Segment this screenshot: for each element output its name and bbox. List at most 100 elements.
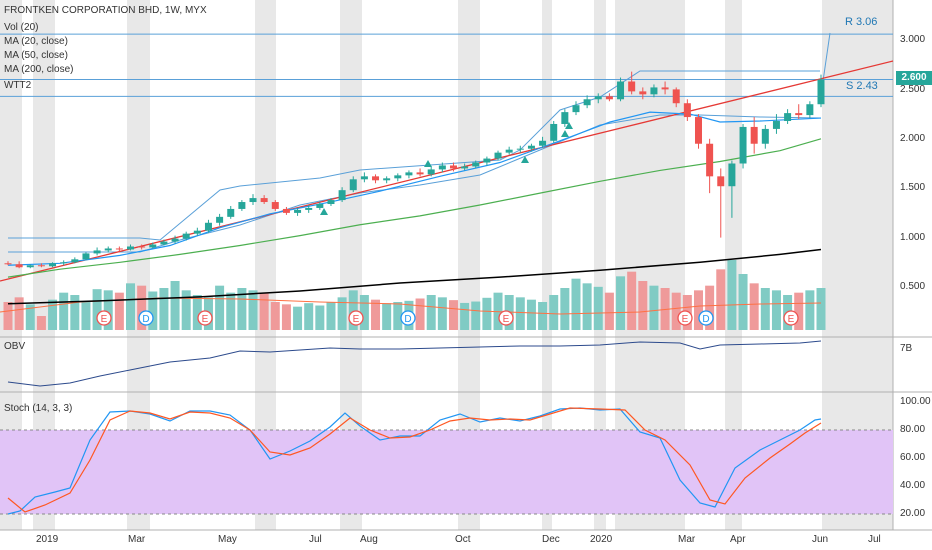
x-tick: Oct (455, 534, 471, 545)
candle-body (784, 113, 792, 122)
candle-body (49, 263, 57, 267)
event-marker-letter: E (788, 314, 795, 325)
candle-body (494, 152, 502, 159)
x-tick: Apr (730, 534, 746, 545)
candle-body (271, 202, 279, 209)
shade-band (255, 0, 276, 530)
event-marker-letter: D (404, 314, 411, 325)
candle-body (438, 165, 446, 170)
buy-signal-marker (320, 208, 328, 215)
volume-bar (293, 306, 303, 330)
candle-body (694, 117, 702, 144)
legend-volume[interactable]: Vol (20) (4, 22, 39, 33)
volume-bar (315, 305, 325, 330)
volume-bar (415, 298, 425, 330)
candle-body (550, 123, 558, 141)
legend-ma200[interactable]: MA (200, close) (4, 64, 74, 75)
volume-bar (3, 302, 13, 330)
candle-body (216, 216, 224, 223)
ma20-line (7, 111, 822, 266)
volume-bar (126, 283, 136, 330)
legend-ma20[interactable]: MA (20, close) (4, 36, 68, 47)
volume-bar (14, 297, 24, 330)
volume-bar (359, 295, 369, 330)
candle-body (383, 178, 391, 181)
stoch-tick: 20.00 (900, 508, 926, 519)
candle-body (561, 112, 569, 124)
candle-body (394, 175, 402, 179)
x-tick: Mar (678, 534, 696, 545)
candle-body (26, 265, 34, 268)
candle-body (372, 176, 380, 181)
volume-bar (749, 283, 759, 330)
candle-body (71, 259, 79, 263)
candle-body (583, 99, 591, 106)
candle-body (639, 91, 647, 95)
candle-body (227, 208, 235, 217)
ma200-line (7, 248, 822, 305)
candle-body (761, 128, 769, 144)
stoch-tick: 80.00 (900, 424, 926, 435)
candle-body (661, 87, 669, 90)
candle-body (138, 246, 146, 248)
volume-bar (727, 260, 737, 330)
legend-ma50[interactable]: MA (50, close) (4, 50, 68, 61)
buy-signal-marker (565, 122, 573, 129)
volume-bar (137, 285, 147, 330)
candle-body (672, 89, 680, 104)
stoch-panel (0, 407, 893, 515)
volume-bar (482, 297, 492, 330)
candle-body (249, 198, 257, 203)
candle-body (93, 250, 101, 254)
volume-bar (48, 299, 58, 330)
x-tick: May (218, 534, 237, 545)
volume-bar (460, 302, 470, 330)
volume-bar (192, 295, 202, 330)
volume-bar (259, 292, 269, 330)
last-price-tag: 2.600 (896, 71, 932, 85)
obv-panel (7, 340, 822, 387)
obv-label[interactable]: OBV (4, 341, 26, 352)
candle-body (37, 265, 45, 267)
candle-body (305, 207, 313, 210)
shade-band (542, 0, 552, 530)
buy-signal-marker (424, 160, 432, 167)
candle-body (104, 248, 112, 251)
candle-body (683, 103, 691, 118)
candle-body (82, 253, 90, 260)
price-tick: 3.000 (900, 34, 926, 45)
support-label: S 2.43 (846, 80, 878, 92)
volume-bar (771, 290, 781, 330)
legend-wtt2[interactable]: WTT2 (4, 80, 32, 91)
candle-body (728, 163, 736, 187)
candle-body (539, 140, 547, 146)
candle-body (193, 230, 201, 234)
candle-body (772, 121, 780, 129)
volume-bar (515, 297, 525, 330)
stoch-label[interactable]: Stoch (14, 3, 3) (4, 403, 73, 414)
ma50-line (7, 138, 822, 278)
candle-body (516, 148, 524, 150)
candle-body (472, 162, 480, 167)
volume-bar (816, 288, 826, 330)
x-tick: Dec (542, 534, 560, 545)
volume-bars (0, 260, 826, 330)
support-resistance-lines (0, 32, 894, 282)
candle-body (327, 200, 335, 205)
shade-band (127, 0, 150, 530)
volume-bar (805, 290, 815, 330)
shade-band (340, 0, 362, 530)
event-marker (96, 310, 112, 326)
event-marker-letter: E (202, 314, 209, 325)
candle-body (260, 198, 268, 203)
moving-averages (7, 111, 822, 305)
candle-body (15, 264, 23, 268)
candle-body (171, 238, 179, 242)
event-marker (348, 310, 364, 326)
volume-bar (604, 292, 614, 330)
volume-bar (371, 299, 381, 330)
candle-body (316, 204, 324, 208)
candle-body (817, 79, 825, 105)
candle-body (505, 149, 513, 153)
